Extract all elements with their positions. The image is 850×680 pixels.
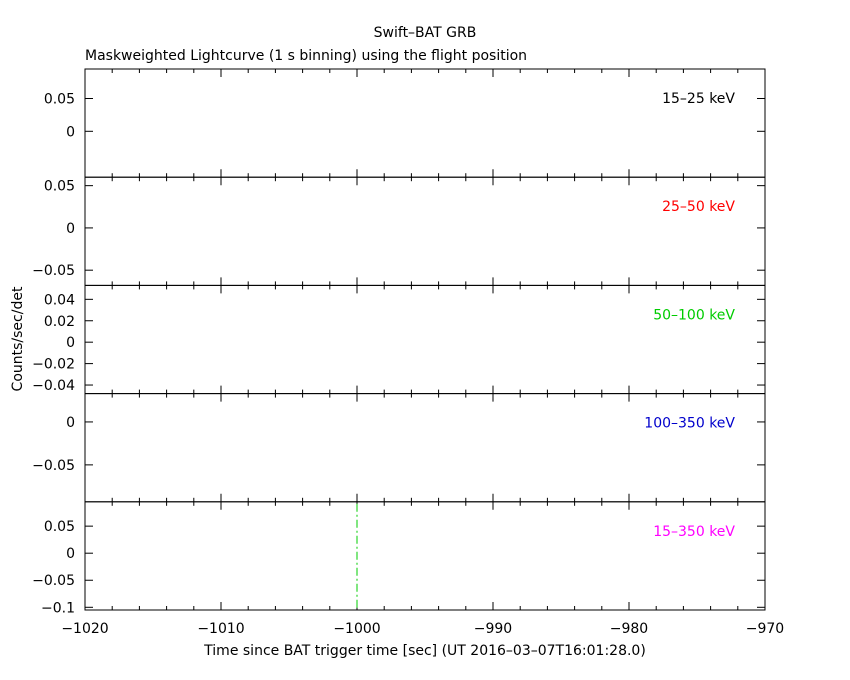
y-tick-label: 0.05 [44, 179, 75, 195]
x-tick-label: −980 [610, 621, 648, 637]
y-tick-label: 0 [66, 124, 75, 140]
chart-title: Swift–BAT GRB [374, 25, 477, 41]
y-tick-label: −0.05 [32, 263, 75, 279]
y-tick-label: 0.02 [44, 314, 75, 330]
panels-group: 0 0.05 15–25 keV −0.05 0 0.05 25–50 keV −0.04 −0… [32, 68, 784, 637]
x-tick-label: −1000 [333, 621, 380, 637]
x-tick-label: −1020 [61, 621, 108, 637]
y-tick-label: 0.04 [44, 292, 75, 308]
chart-subtitle: Maskweighted Lightcurve (1 s binning) us… [85, 48, 527, 64]
y-tick-label: −0.04 [32, 378, 75, 394]
band-label: 50–100 keV [653, 307, 735, 323]
band-label: 100–350 keV [644, 416, 735, 432]
band-label: 15–350 keV [653, 524, 735, 540]
y-tick-label: 0 [66, 415, 75, 431]
y-tick-label: 0 [66, 335, 75, 351]
panel-frame [84, 68, 766, 178]
panel-frame [84, 176, 766, 286]
x-tick-label: −1010 [197, 621, 244, 637]
panel-frame [84, 284, 766, 395]
y-tick-label: 0.05 [44, 92, 75, 108]
y-tick-label: 0.05 [44, 519, 75, 535]
x-tick-label: −990 [474, 621, 512, 637]
y-tick-label: −0.1 [41, 600, 75, 616]
y-tick-label: −0.02 [32, 357, 75, 373]
band-label: 25–50 keV [662, 199, 735, 215]
y-tick-label: −0.05 [32, 573, 75, 589]
y-tick-label: 0 [66, 546, 75, 562]
y-tick-label: −0.05 [32, 458, 75, 474]
panel-frame [84, 501, 766, 611]
y-tick-label: 0 [66, 221, 75, 237]
x-axis-label: Time since BAT trigger time [sec] (UT 20… [203, 643, 646, 659]
y-axis-label: Counts/sec/det [10, 286, 26, 391]
band-label: 15–25 keV [662, 91, 735, 107]
panel-frame [84, 393, 766, 503]
x-tick-label: −970 [746, 621, 784, 637]
